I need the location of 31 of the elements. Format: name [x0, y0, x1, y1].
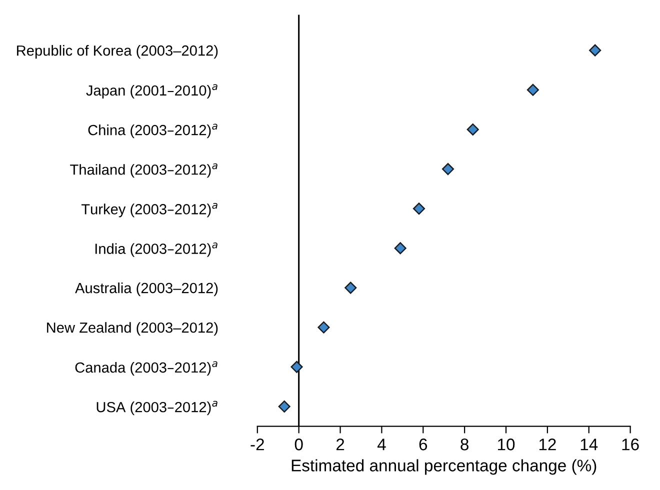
point: [394, 242, 406, 254]
point: [344, 282, 357, 294]
x-tick-label: 8: [460, 438, 468, 450]
point: [412, 202, 426, 215]
y-tick-label: Australia (2003–2012): [75, 282, 218, 296]
x-tick-label: 14: [580, 438, 598, 450]
x-tick-label: 2: [336, 438, 344, 450]
x-tick-label: 12: [539, 438, 556, 450]
point: [318, 321, 330, 334]
y-tick-label: USA (2003–2012)$^{a}$: [96, 400, 218, 416]
x-tick-label: 10: [498, 438, 515, 450]
point: [442, 163, 454, 176]
point: [466, 123, 479, 136]
point: [526, 84, 539, 96]
point: [589, 44, 602, 56]
point: [290, 360, 303, 373]
y-tick-label: China (2003–2012)$^{a}$: [88, 124, 218, 138]
y-tick-label: New Zealand (2003–2012): [47, 322, 218, 336]
x-tick-label: 6: [419, 438, 428, 450]
y-tick-label: Thailand (2003–2012)$^{a}$: [70, 163, 218, 178]
y-tick-label: Japan (2001–2010)$^{a}$: [86, 84, 218, 99]
x-tick-label: 16: [622, 438, 639, 450]
y-tick-label: Republic of Korea (2003–2012): [17, 45, 218, 59]
x-tick-label: 4: [377, 438, 386, 450]
y-tick-label: India (2003–2012)$^{a}$: [95, 242, 218, 257]
x-tick-label: 0: [294, 438, 303, 450]
point: [278, 400, 290, 413]
y-tick-label: Turkey (2003–2012)$^{a}$: [81, 202, 218, 218]
y-tick-label: Canada (2003–2012)$^{a}$: [75, 361, 218, 376]
x-axis-title: Estimated annual percentage change (%): [292, 459, 596, 475]
x-tick-label: -2: [250, 438, 264, 450]
